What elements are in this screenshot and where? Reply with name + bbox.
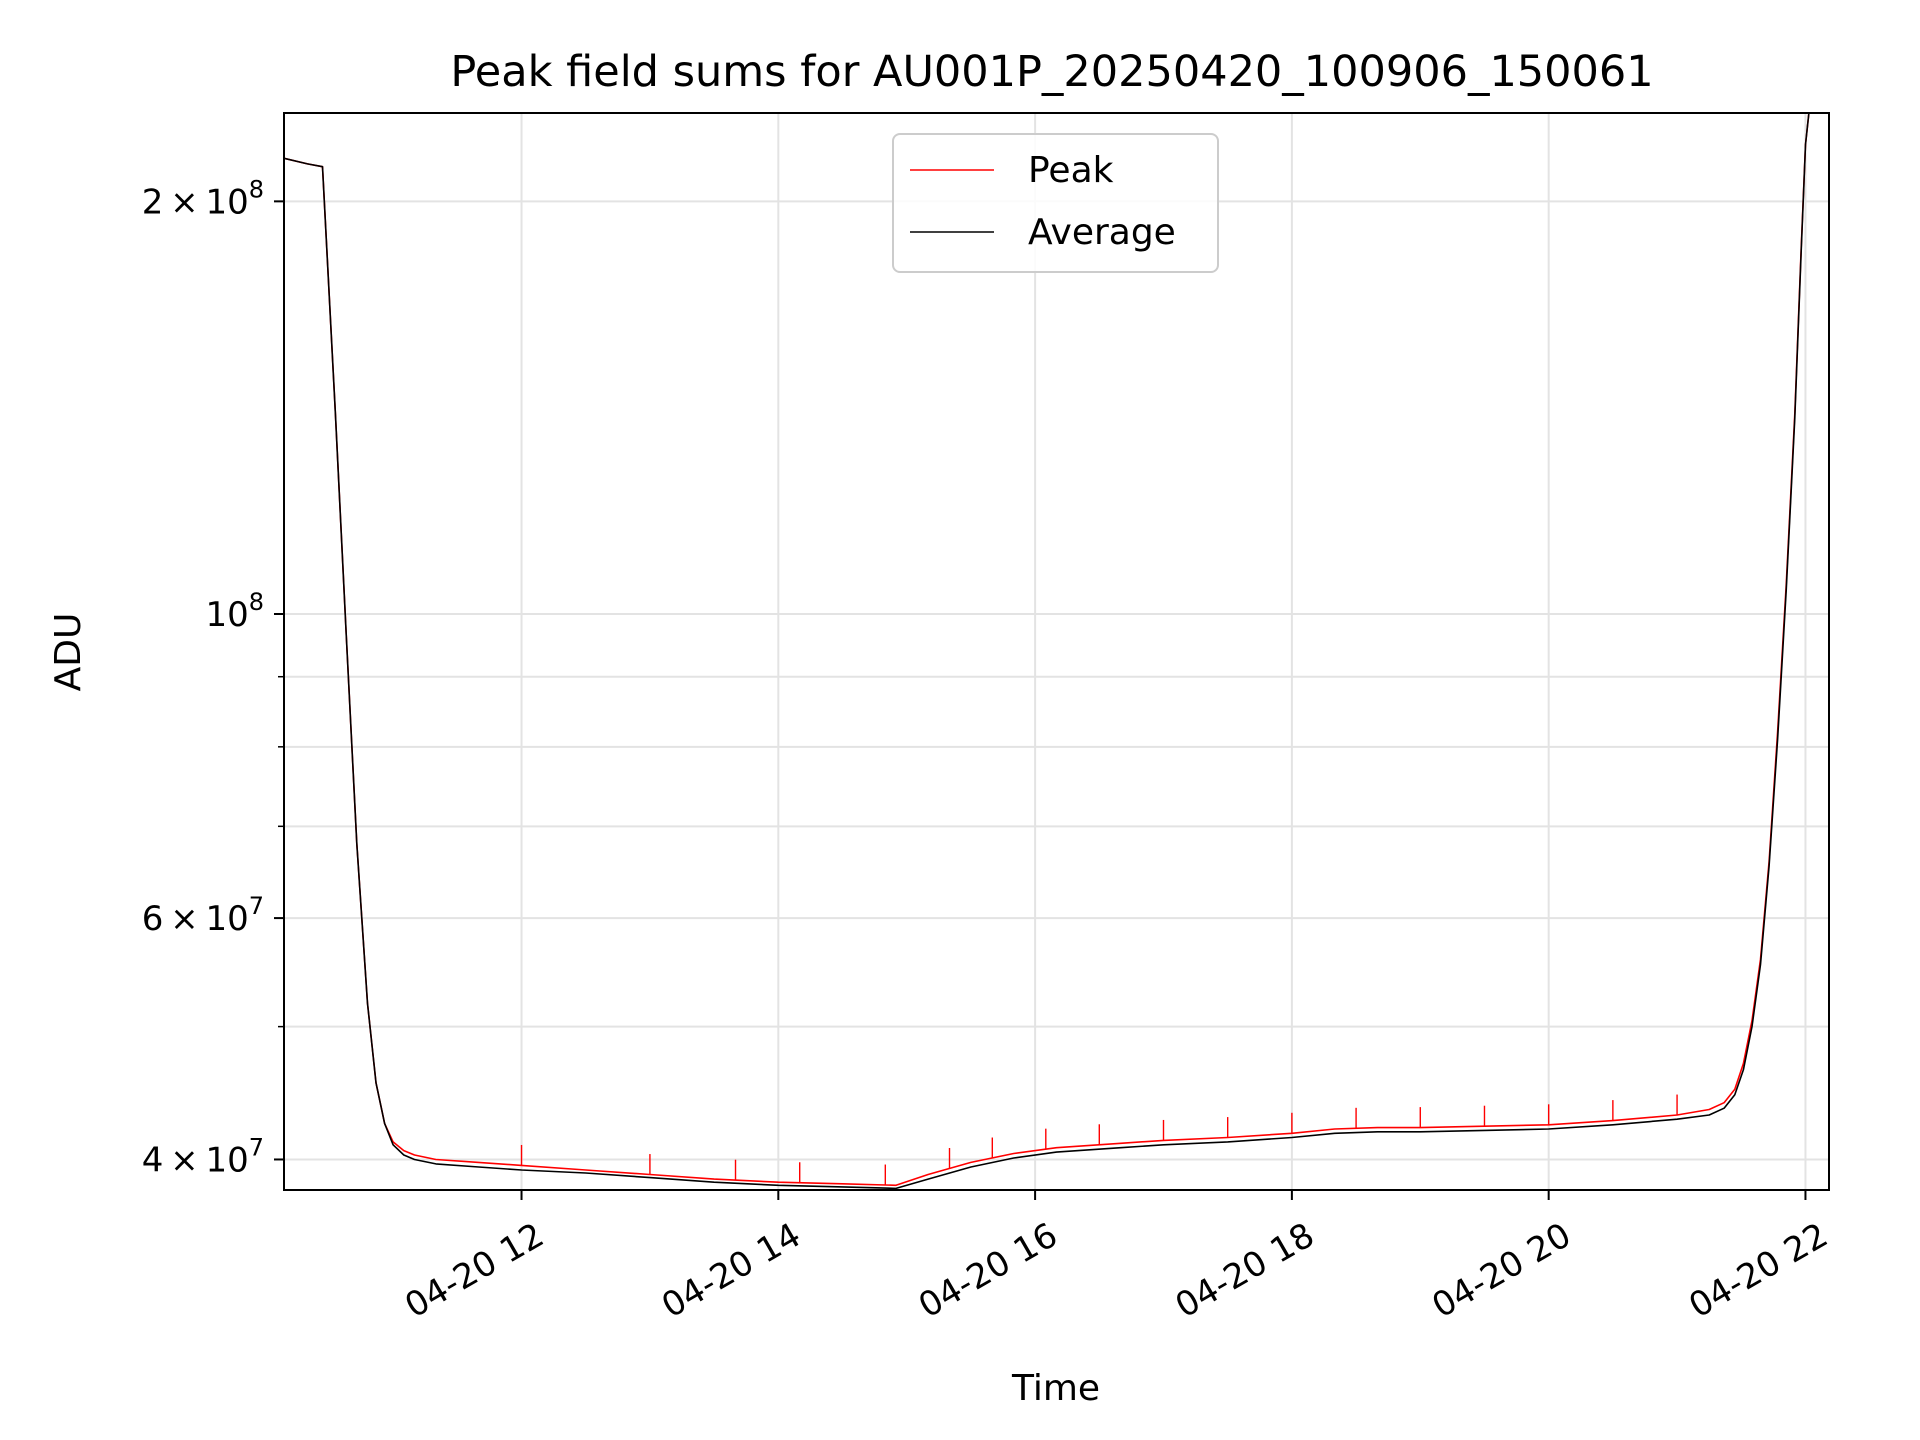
chart-title: Peak field sums for AU001P_20250420_1009… — [450, 47, 1653, 97]
legend: Peak Average — [892, 133, 1219, 273]
series-layer — [284, 113, 1810, 1190]
y-axis-label: ADU — [48, 613, 89, 692]
legend-label-peak: Peak — [1028, 150, 1114, 191]
y-axis: 4 × 107 6 × 107 108 2 × 108 — [142, 175, 284, 1180]
legend-box — [892, 133, 1219, 273]
legend-label-average: Average — [1028, 212, 1176, 253]
x-axis-label: Time — [1011, 1368, 1100, 1409]
y-tick-label: 2 × 108 — [142, 175, 264, 222]
y-tick-label: 4 × 107 — [142, 1133, 264, 1180]
series-line-average — [284, 113, 1810, 1190]
y-tick-label: 108 — [205, 588, 264, 635]
y-tick-label: 6 × 107 — [142, 892, 264, 939]
plot-frame — [283, 112, 1830, 1191]
